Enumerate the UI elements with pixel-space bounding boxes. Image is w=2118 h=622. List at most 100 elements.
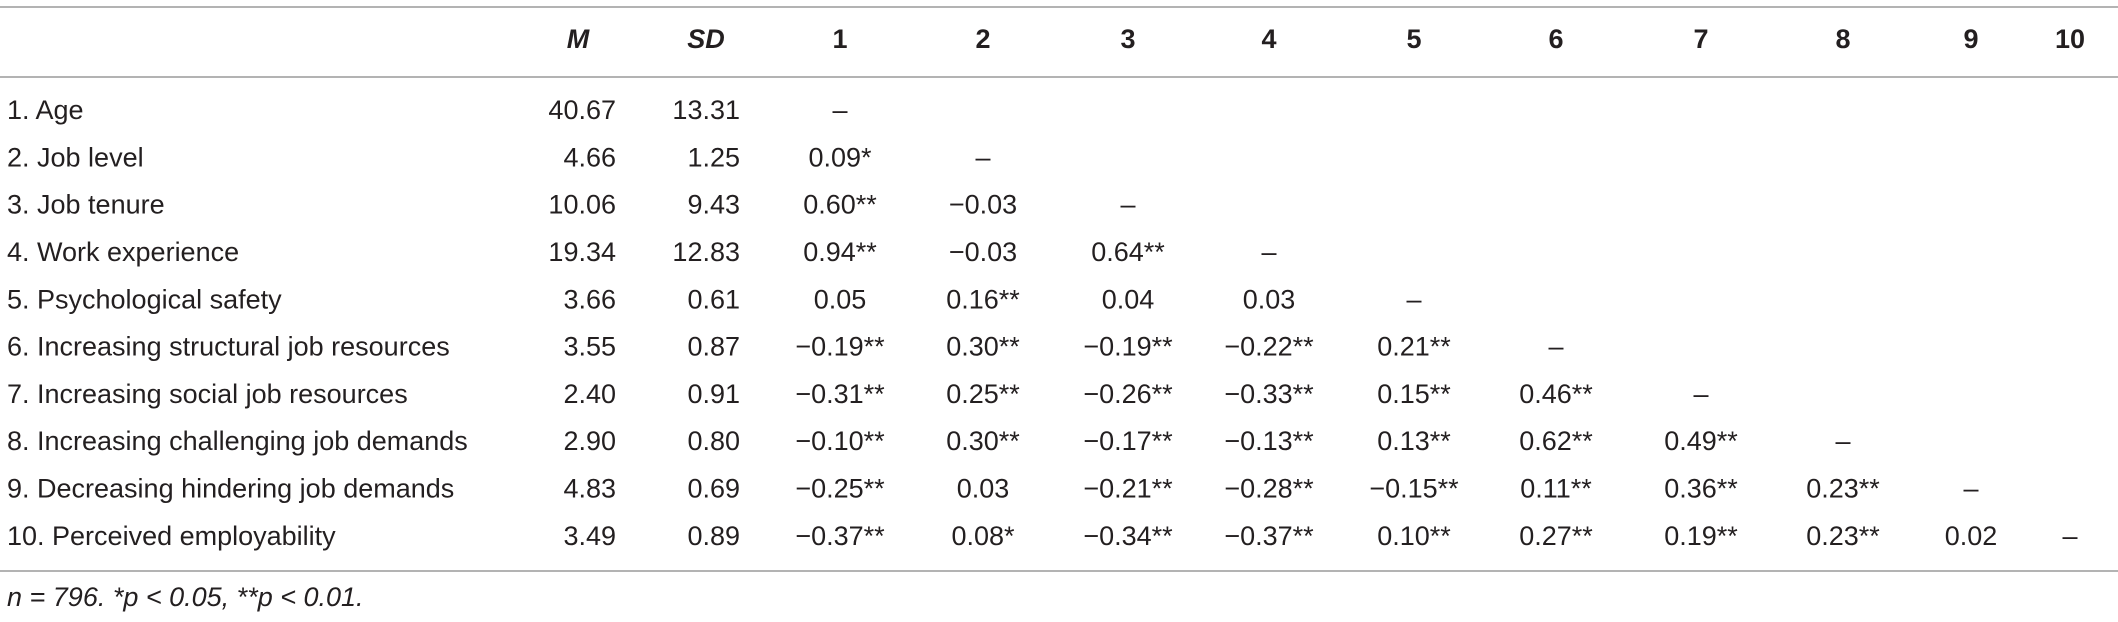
cell: 3.66 bbox=[563, 284, 616, 314]
cell: 0.02 bbox=[1945, 521, 1998, 551]
cell: – bbox=[1963, 474, 1978, 504]
cell: 0.21** bbox=[1377, 332, 1451, 362]
cell: 0.23** bbox=[1806, 521, 1880, 551]
row-label: 6. Increasing structural job resources bbox=[7, 332, 450, 362]
cell: −0.19** bbox=[1083, 332, 1173, 362]
cell: 0.69 bbox=[687, 474, 740, 504]
cell: −0.13** bbox=[1224, 426, 1314, 456]
column-header: 1 bbox=[832, 24, 847, 54]
cell: 0.49** bbox=[1664, 426, 1738, 456]
cell: −0.10** bbox=[795, 426, 885, 456]
row-label: 3. Job tenure bbox=[7, 190, 165, 220]
cell: 0.30** bbox=[946, 332, 1020, 362]
cell: 0.15** bbox=[1377, 379, 1451, 409]
cell: 0.94** bbox=[803, 237, 877, 267]
cell: – bbox=[1261, 237, 1276, 267]
cell: −0.28** bbox=[1224, 474, 1314, 504]
cell: 0.64** bbox=[1091, 237, 1165, 267]
cell: −0.37** bbox=[795, 521, 885, 551]
cell: 9.43 bbox=[687, 190, 740, 220]
cell: −0.33** bbox=[1224, 379, 1314, 409]
cell: −0.15** bbox=[1369, 474, 1459, 504]
cell: −0.31** bbox=[795, 379, 885, 409]
cell: 40.67 bbox=[548, 95, 616, 125]
cell: −0.21** bbox=[1083, 474, 1173, 504]
column-header: 3 bbox=[1120, 24, 1135, 54]
table-note: n = 796. *p < 0.05, **p < 0.01. bbox=[7, 582, 364, 612]
cell: 0.61 bbox=[687, 284, 740, 314]
cell: 0.30** bbox=[946, 426, 1020, 456]
cell: 0.27** bbox=[1519, 521, 1593, 551]
cell: 0.25** bbox=[946, 379, 1020, 409]
row-label: 1. Age bbox=[7, 95, 84, 125]
column-header: M bbox=[567, 24, 590, 54]
row-label: 4. Work experience bbox=[7, 237, 239, 267]
row-label: 5. Psychological safety bbox=[7, 284, 282, 314]
column-header: 8 bbox=[1835, 24, 1850, 54]
cell: 13.31 bbox=[672, 95, 740, 125]
row-label: 8. Increasing challenging job demands bbox=[7, 426, 468, 456]
cell: 0.10** bbox=[1377, 521, 1451, 551]
cell: – bbox=[1693, 379, 1708, 409]
cell: 0.11** bbox=[1520, 474, 1592, 504]
cell: 12.83 bbox=[672, 237, 740, 267]
column-header: 10 bbox=[2055, 24, 2085, 54]
cell: 0.13** bbox=[1377, 426, 1451, 456]
cell: −0.03 bbox=[949, 237, 1017, 267]
cell: 19.34 bbox=[548, 237, 616, 267]
cell: – bbox=[2062, 521, 2077, 551]
cell: −0.26** bbox=[1083, 379, 1173, 409]
cell: 0.05 bbox=[814, 284, 867, 314]
cell: 0.04 bbox=[1102, 284, 1155, 314]
cell: 0.03 bbox=[957, 474, 1010, 504]
cell: 0.87 bbox=[687, 332, 740, 362]
cell: 3.55 bbox=[563, 332, 616, 362]
cell: 0.60** bbox=[803, 190, 877, 220]
row-label: 10. Perceived employability bbox=[7, 521, 336, 551]
cell: 0.80 bbox=[687, 426, 740, 456]
column-header: 9 bbox=[1963, 24, 1978, 54]
row-label: 2. Job level bbox=[7, 142, 144, 172]
cell: – bbox=[832, 95, 847, 125]
cell: −0.25** bbox=[795, 474, 885, 504]
cell: 0.23** bbox=[1806, 474, 1880, 504]
cell: 4.66 bbox=[563, 142, 616, 172]
cell: 2.40 bbox=[563, 379, 616, 409]
cell: 0.36** bbox=[1664, 474, 1738, 504]
cell: −0.34** bbox=[1083, 521, 1173, 551]
cell: – bbox=[1835, 426, 1850, 456]
cell: −0.19** bbox=[795, 332, 885, 362]
cell: 10.06 bbox=[548, 190, 616, 220]
column-header: 6 bbox=[1548, 24, 1563, 54]
cell: – bbox=[975, 142, 990, 172]
cell: 0.09* bbox=[808, 142, 872, 172]
cell: 0.91 bbox=[687, 379, 740, 409]
column-header: 7 bbox=[1693, 24, 1708, 54]
row-label: 9. Decreasing hindering job demands bbox=[7, 474, 454, 504]
cell: – bbox=[1406, 284, 1421, 314]
cell: −0.22** bbox=[1224, 332, 1314, 362]
cell: 1.25 bbox=[687, 142, 740, 172]
cell: – bbox=[1120, 190, 1135, 220]
cell: 0.89 bbox=[687, 521, 740, 551]
cell: – bbox=[1548, 332, 1563, 362]
cell: 3.49 bbox=[563, 521, 616, 551]
column-header: SD bbox=[687, 24, 725, 54]
column-header: 4 bbox=[1261, 24, 1276, 54]
cell: 0.16** bbox=[946, 284, 1020, 314]
cell: 0.46** bbox=[1519, 379, 1593, 409]
cell: 2.90 bbox=[563, 426, 616, 456]
cell: 0.62** bbox=[1519, 426, 1593, 456]
row-label: 7. Increasing social job resources bbox=[7, 379, 408, 409]
column-header: 5 bbox=[1406, 24, 1421, 54]
cell: 0.19** bbox=[1664, 521, 1738, 551]
cell: −0.17** bbox=[1083, 426, 1173, 456]
column-header: 2 bbox=[975, 24, 990, 54]
cell: −0.03 bbox=[949, 190, 1017, 220]
cell: −0.37** bbox=[1224, 521, 1314, 551]
cell: 4.83 bbox=[563, 474, 616, 504]
cell: 0.08* bbox=[951, 521, 1015, 551]
cell: 0.03 bbox=[1243, 284, 1296, 314]
